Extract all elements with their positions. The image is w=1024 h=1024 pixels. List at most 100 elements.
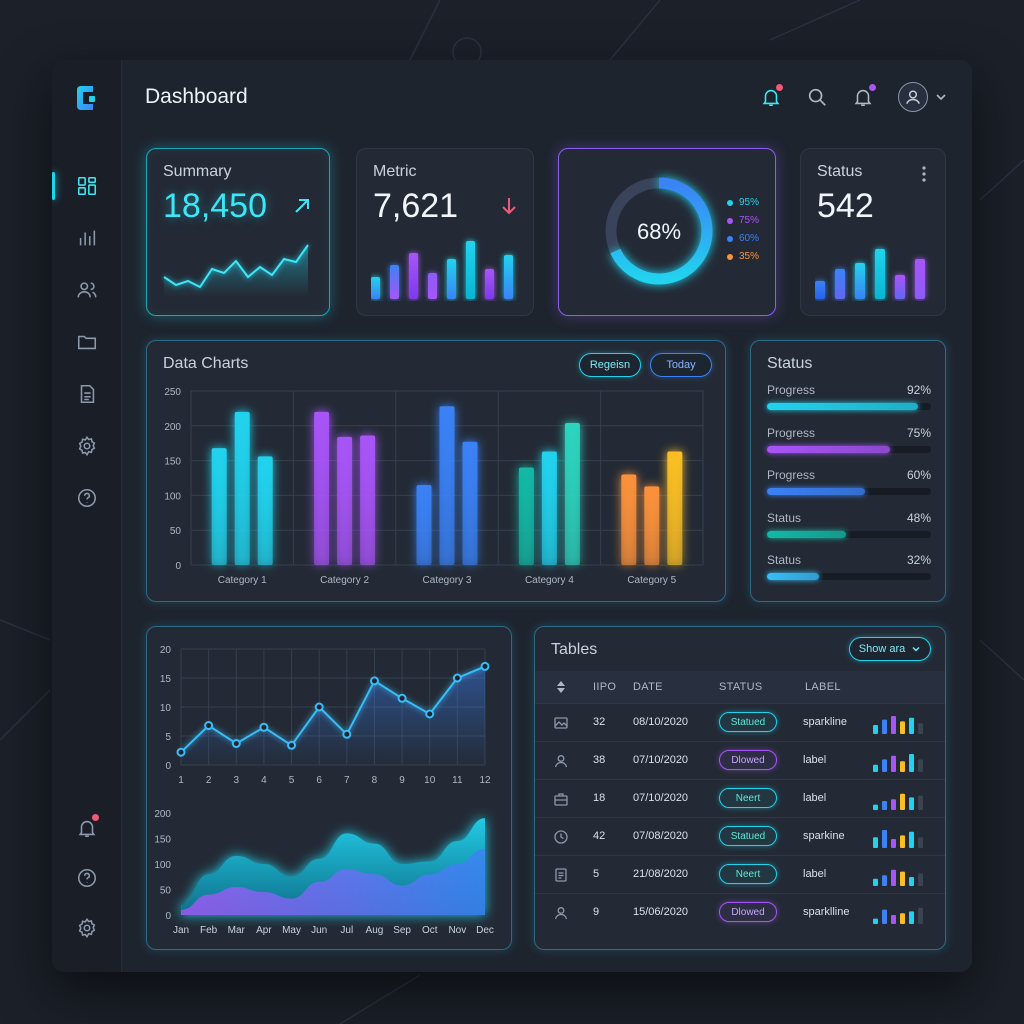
data-point xyxy=(176,747,186,757)
x-tick-label: 9 xyxy=(399,775,405,786)
summary-label: Summary xyxy=(163,163,232,180)
spark-bar xyxy=(882,801,887,810)
status-badge[interactable]: Neert xyxy=(719,864,777,884)
users-icon xyxy=(77,282,97,298)
alert-bell-button[interactable] xyxy=(758,84,784,110)
data-point xyxy=(425,709,435,719)
arrow-down-icon xyxy=(502,198,516,215)
table-row[interactable]: 18 07/10/2020 Neert label xyxy=(535,779,945,817)
tables-card: Tables Show ara IIPO DATE STATUS LABEL 3… xyxy=(534,626,946,950)
spark-bar xyxy=(873,878,878,886)
today-button[interactable]: Today xyxy=(650,353,712,377)
avatar[interactable] xyxy=(898,82,928,112)
bar xyxy=(360,435,376,565)
table-row[interactable]: 5 21/08/2020 Neert label xyxy=(535,855,945,893)
spark-bar xyxy=(873,804,878,810)
sort-icon[interactable] xyxy=(555,680,567,694)
legend-label: 95% xyxy=(739,197,760,208)
sidebar-item-charts[interactable] xyxy=(52,220,122,256)
status-label: Status xyxy=(817,163,863,180)
spark-bar xyxy=(900,721,905,734)
bar xyxy=(644,486,660,565)
spark-bar xyxy=(891,716,896,734)
sidebar-item-files[interactable] xyxy=(52,324,122,360)
progress-fill xyxy=(767,530,846,538)
spark-bar xyxy=(873,918,878,924)
cell-date: 15/06/2020 xyxy=(633,906,689,918)
progress-label: Status xyxy=(767,553,802,567)
summary-value: 18,450 xyxy=(163,187,267,225)
column-header-label[interactable]: LABEL xyxy=(805,681,841,693)
y-tick-label: 50 xyxy=(170,526,182,537)
bar-chart-icon xyxy=(79,230,96,246)
search-button[interactable] xyxy=(804,84,830,110)
image-icon xyxy=(554,717,568,729)
status-badge[interactable]: Statued xyxy=(719,826,777,846)
cell-id: 32 xyxy=(593,716,606,728)
column-header-status[interactable]: STATUS xyxy=(719,681,763,693)
status-badge[interactable]: Dlowed xyxy=(719,902,777,922)
sidebar-item-users[interactable] xyxy=(52,272,122,308)
summary-sparkline xyxy=(163,244,309,297)
table-row[interactable]: 38 07/10/2020 Dlowed label xyxy=(535,741,945,779)
cell-date: 07/08/2020 xyxy=(633,830,689,842)
table-header: IIPO DATE STATUS LABEL xyxy=(535,671,945,703)
more-vertical-icon[interactable] xyxy=(919,165,929,183)
legend-dot xyxy=(727,217,733,224)
table-row[interactable]: 32 08/10/2020 Statued sparkline xyxy=(535,703,945,741)
table-row[interactable]: 42 07/08/2020 Statued sparkine xyxy=(535,817,945,855)
sidebar-item-help[interactable] xyxy=(52,480,122,516)
status-badge[interactable]: Neert xyxy=(719,788,777,808)
x-tick-label: Dec xyxy=(476,925,494,936)
region-button[interactable]: Regeisn xyxy=(579,353,641,377)
sidebar-help-bottom[interactable] xyxy=(52,860,122,896)
y-tick-label: 20 xyxy=(160,645,172,656)
y-tick-label: 150 xyxy=(164,457,181,468)
x-tick-label: Apr xyxy=(256,925,272,936)
x-tick-label: 6 xyxy=(316,775,322,786)
x-tick-label: 3 xyxy=(233,775,239,786)
spark-bar xyxy=(909,797,914,810)
data-point xyxy=(259,722,269,732)
cell-date: 07/10/2020 xyxy=(633,792,689,804)
mini-bar xyxy=(485,269,494,299)
list-icon xyxy=(555,868,567,882)
sparkline-line xyxy=(163,244,309,289)
app-logo[interactable] xyxy=(71,82,103,114)
donut-value-arc xyxy=(605,177,713,285)
series-line xyxy=(180,665,486,753)
y-tick-label: 200 xyxy=(164,422,181,433)
table-row[interactable]: 9 15/06/2020 Dlowed sparklline xyxy=(535,893,945,931)
row-sparkline xyxy=(873,716,923,734)
x-tick-label: 10 xyxy=(424,775,436,786)
dashboard-icon xyxy=(77,176,97,196)
status-badge[interactable]: Dlowed xyxy=(719,750,777,770)
sidebar-item-dashboard[interactable] xyxy=(52,168,122,204)
sidebar-notifications[interactable] xyxy=(52,810,122,846)
cell-label: label xyxy=(803,868,827,880)
bar xyxy=(211,448,227,565)
page-title: Dashboard xyxy=(145,85,248,108)
show-all-button[interactable]: Show ara xyxy=(849,637,931,661)
column-header-date[interactable]: DATE xyxy=(633,681,663,693)
bar xyxy=(541,451,557,565)
sidebar-item-settings[interactable] xyxy=(52,428,122,464)
spark-bar xyxy=(918,759,923,772)
sidebar-item-documents[interactable] xyxy=(52,376,122,412)
column-header-id[interactable]: IIPO xyxy=(593,681,617,693)
spark-bar xyxy=(909,877,914,886)
notifications-button[interactable] xyxy=(850,84,876,110)
tables-title: Tables xyxy=(551,641,598,658)
sidebar-settings-bottom[interactable] xyxy=(52,910,122,946)
cell-id: 42 xyxy=(593,830,606,842)
cell-id: 9 xyxy=(593,906,600,918)
spark-bar xyxy=(918,723,923,734)
chevron-down-icon[interactable] xyxy=(934,90,948,104)
data-point xyxy=(204,721,214,731)
donut-card: 68% 95% 75% 60% 35% xyxy=(558,148,776,316)
donut-center-label: 68% xyxy=(637,219,681,244)
x-tick-label: 1 xyxy=(178,775,184,786)
document-icon xyxy=(80,384,95,404)
status-badge[interactable]: Statued xyxy=(719,712,777,732)
